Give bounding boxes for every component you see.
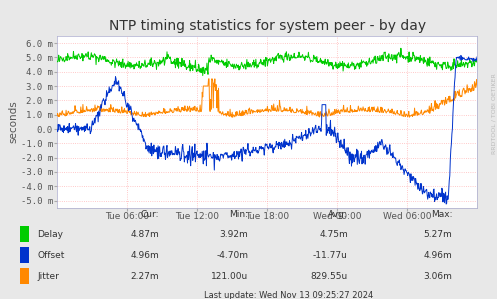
Text: Avg:: Avg: xyxy=(329,210,348,219)
Text: RRDTOOL / TOBI OETIKER: RRDTOOL / TOBI OETIKER xyxy=(491,73,496,154)
Text: Min:: Min: xyxy=(230,210,248,219)
Y-axis label: seconds: seconds xyxy=(8,100,18,143)
Text: 4.96m: 4.96m xyxy=(130,251,159,260)
Text: Max:: Max: xyxy=(431,210,452,219)
Text: 4.75m: 4.75m xyxy=(319,230,348,239)
Text: Cur:: Cur: xyxy=(141,210,159,219)
Text: -4.70m: -4.70m xyxy=(217,251,248,260)
Text: Delay: Delay xyxy=(37,230,63,239)
Text: -11.77u: -11.77u xyxy=(313,251,348,260)
Text: 4.87m: 4.87m xyxy=(130,230,159,239)
Text: 4.96m: 4.96m xyxy=(423,251,452,260)
Text: Last update: Wed Nov 13 09:25:27 2024: Last update: Wed Nov 13 09:25:27 2024 xyxy=(204,292,373,299)
Text: 5.27m: 5.27m xyxy=(423,230,452,239)
Text: 121.00u: 121.00u xyxy=(211,272,248,281)
Text: 3.06m: 3.06m xyxy=(423,272,452,281)
Text: 3.92m: 3.92m xyxy=(220,230,248,239)
Title: NTP timing statistics for system peer - by day: NTP timing statistics for system peer - … xyxy=(108,19,426,33)
Text: Offset: Offset xyxy=(37,251,65,260)
Text: 829.55u: 829.55u xyxy=(311,272,348,281)
Text: 2.27m: 2.27m xyxy=(130,272,159,281)
Text: Jitter: Jitter xyxy=(37,272,59,281)
